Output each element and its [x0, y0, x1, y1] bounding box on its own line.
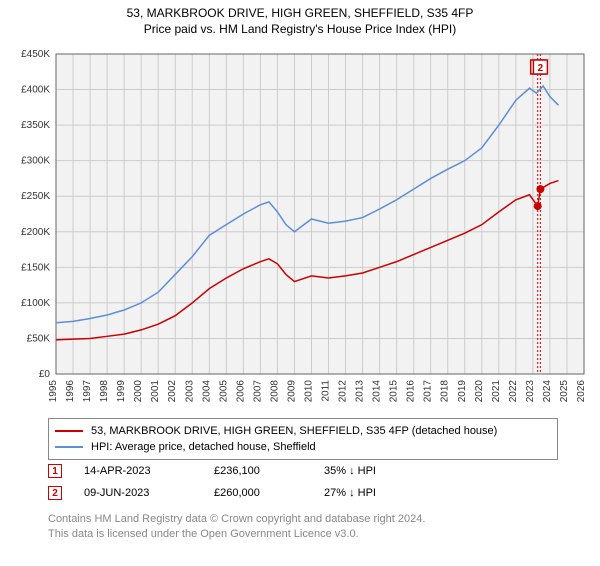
sale-marker-icon: 2 [48, 486, 62, 500]
sale-diff: 27% ↓ HPI [324, 487, 434, 499]
svg-text:£300K: £300K [21, 156, 50, 167]
svg-text:2000: 2000 [133, 380, 144, 403]
footer-line: Contains HM Land Registry data © Crown c… [48, 512, 425, 527]
sale-date: 14-APR-2023 [84, 465, 214, 477]
svg-text:2012: 2012 [338, 380, 349, 403]
legend-swatch [55, 430, 83, 432]
svg-text:2014: 2014 [372, 380, 383, 403]
sales-table: 1 14-APR-2023£236,10035% ↓ HPI 2 09-JUN-202… [48, 460, 558, 504]
sale-date: 09-JUN-2023 [84, 487, 214, 499]
legend-item: HPI: Average price, detached house, Shef… [55, 439, 551, 455]
legend-swatch [55, 446, 83, 448]
legend-label: HPI: Average price, detached house, Shef… [91, 441, 316, 453]
svg-text:2022: 2022 [508, 380, 519, 403]
svg-text:£0: £0 [39, 369, 51, 380]
svg-text:2009: 2009 [286, 380, 297, 403]
legend-label: 53, MARKBROOK DRIVE, HIGH GREEN, SHEFFIE… [91, 425, 497, 437]
svg-text:2015: 2015 [389, 380, 400, 403]
svg-text:2005: 2005 [218, 380, 229, 403]
page-subtitle: Price paid vs. HM Land Registry's House … [0, 22, 600, 36]
svg-text:£100K: £100K [21, 298, 50, 309]
svg-text:2010: 2010 [303, 380, 314, 403]
legend-item: 53, MARKBROOK DRIVE, HIGH GREEN, SHEFFIE… [55, 423, 551, 439]
svg-text:1999: 1999 [116, 380, 127, 403]
svg-text:2: 2 [538, 63, 544, 74]
svg-text:1995: 1995 [48, 380, 59, 403]
svg-text:2007: 2007 [252, 380, 263, 403]
svg-text:2013: 2013 [355, 380, 366, 403]
svg-text:2011: 2011 [321, 380, 332, 402]
svg-text:2008: 2008 [269, 380, 280, 403]
svg-text:2020: 2020 [474, 380, 485, 403]
sale-price: £236,100 [214, 465, 324, 477]
svg-text:£250K: £250K [21, 191, 50, 202]
svg-text:£400K: £400K [21, 85, 50, 96]
svg-text:2021: 2021 [491, 380, 502, 403]
sale-diff: 35% ↓ HPI [324, 465, 434, 477]
svg-text:1997: 1997 [82, 380, 93, 403]
sale-marker-icon: 1 [48, 464, 62, 478]
svg-text:2003: 2003 [184, 380, 195, 403]
sale-row: 1 14-APR-2023£236,10035% ↓ HPI [48, 460, 558, 482]
svg-text:£200K: £200K [21, 227, 50, 238]
svg-text:2002: 2002 [167, 380, 178, 403]
svg-text:1996: 1996 [65, 380, 76, 403]
svg-text:2023: 2023 [525, 380, 536, 403]
svg-text:2019: 2019 [457, 380, 468, 403]
svg-text:2024: 2024 [542, 380, 553, 403]
price-chart: £0 £50K £100K £150K £200K £250K £300K £350K £400… [12, 50, 588, 410]
svg-text:2025: 2025 [559, 380, 570, 403]
footer-line: This data is licensed under the Open Gov… [48, 527, 425, 542]
svg-text:2017: 2017 [423, 380, 434, 403]
sale-price: £260,000 [214, 487, 324, 499]
svg-text:2006: 2006 [235, 380, 246, 403]
page-title: 53, MARKBROOK DRIVE, HIGH GREEN, SHEFFIE… [0, 6, 600, 20]
svg-text:2026: 2026 [576, 380, 587, 403]
svg-text:2001: 2001 [150, 380, 161, 403]
svg-text:£150K: £150K [21, 262, 50, 273]
svg-text:2016: 2016 [406, 380, 417, 403]
svg-text:£450K: £450K [21, 50, 50, 60]
svg-text:1998: 1998 [99, 380, 110, 403]
legend: 53, MARKBROOK DRIVE, HIGH GREEN, SHEFFIE… [48, 418, 558, 460]
svg-text:2018: 2018 [440, 380, 451, 403]
sale-row: 2 09-JUN-2023£260,00027% ↓ HPI [48, 482, 558, 504]
svg-text:£350K: £350K [21, 120, 50, 131]
svg-text:£50K: £50K [27, 333, 51, 344]
svg-text:2004: 2004 [201, 380, 212, 403]
footer-attribution: Contains HM Land Registry data © Crown c… [48, 512, 425, 542]
